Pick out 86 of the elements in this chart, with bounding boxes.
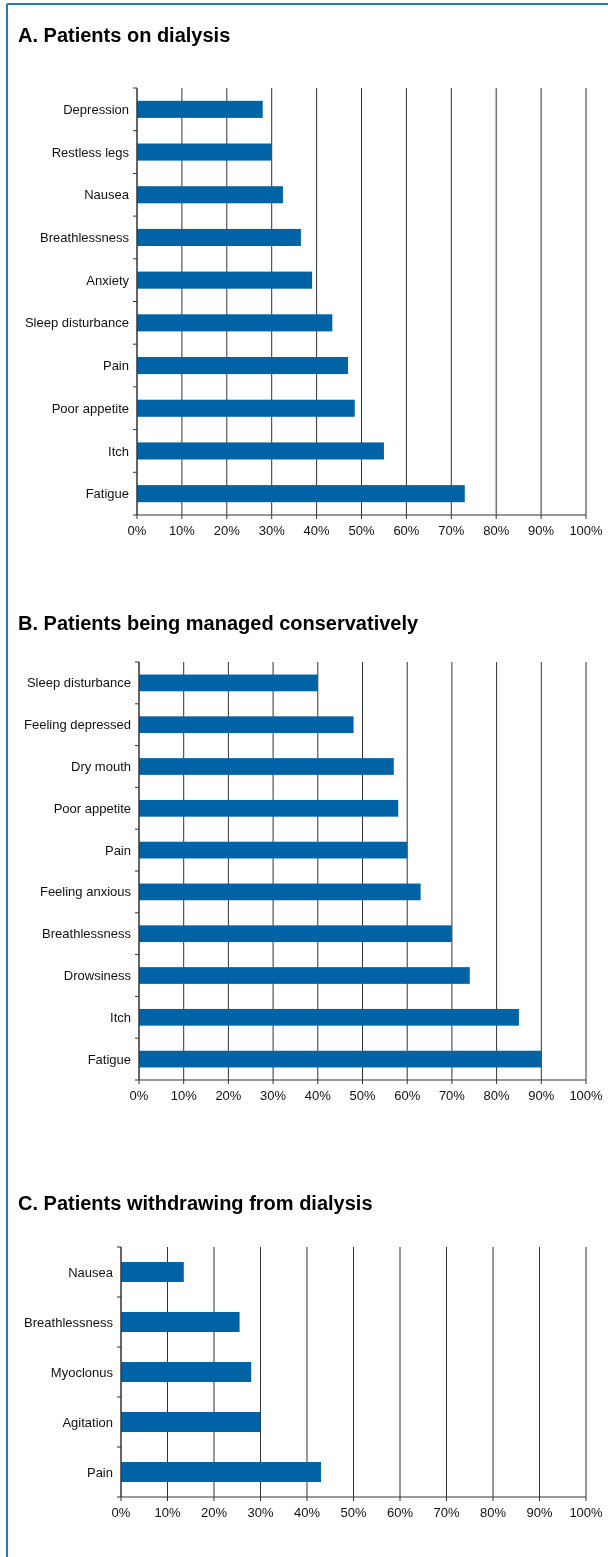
bar (139, 799, 399, 817)
bar (137, 442, 384, 460)
bar (137, 186, 283, 204)
bar (139, 967, 470, 984)
y-tick-label: Pain (102, 358, 129, 374)
bar (121, 1262, 184, 1282)
x-tick-label: 0% (111, 1505, 131, 1520)
x-tick-label: 90% (526, 1505, 553, 1520)
y-tick-label: Breathlessness (24, 1314, 114, 1330)
bar (121, 1412, 261, 1432)
y-tick-label: Pain (104, 842, 131, 858)
bar (139, 841, 408, 859)
x-tick-label: 30% (258, 523, 286, 538)
x-tick-label: 20% (200, 1505, 228, 1520)
bar (139, 674, 318, 692)
x-tick-label: 20% (215, 1088, 242, 1103)
y-tick-label: Poor appetite (53, 800, 131, 816)
x-tick-label: 90% (528, 1088, 555, 1103)
bar (121, 1312, 240, 1332)
y-tick-label: Dry mouth (71, 759, 131, 775)
bar (139, 1008, 519, 1026)
bar (139, 925, 452, 943)
bar (137, 485, 465, 503)
y-tick-label: Myoclonus (50, 1364, 114, 1380)
x-tick-label: 30% (247, 1505, 274, 1520)
y-tick-label: Fatigue (87, 1051, 131, 1067)
y-tick-label: Fatigue (85, 486, 129, 502)
x-tick-label: 10% (170, 1088, 198, 1103)
y-tick-label: Anxiety (86, 272, 130, 288)
x-tick-label: 40% (293, 1505, 321, 1520)
bar (139, 716, 354, 734)
chart-title: A. Patients on dialysis (18, 24, 231, 46)
x-tick-label: 30% (260, 1088, 287, 1103)
y-tick-label: Breathlessness (40, 230, 130, 245)
y-tick-label: Sleep disturbance (24, 315, 129, 331)
x-tick-label: 50% (340, 1505, 367, 1520)
x-tick-label: 60% (393, 523, 420, 538)
x-tick-label: 40% (303, 523, 331, 538)
x-tick-label: 70% (433, 1505, 460, 1520)
y-tick-label: Depression (63, 101, 129, 117)
bar (139, 1050, 542, 1068)
x-tick-label: 20% (213, 523, 241, 538)
bar (137, 357, 349, 375)
y-tick-label: Sleep disturbance (26, 675, 131, 691)
y-tick-label: Breathlessness (42, 926, 132, 942)
bar (121, 1362, 252, 1382)
y-tick-label: Poor appetite (51, 400, 129, 416)
y-tick-label: Restless legs (51, 144, 130, 160)
x-tick-label: 100% (569, 523, 604, 538)
x-tick-label: 80% (483, 1088, 511, 1103)
y-tick-label: Nausea (68, 1264, 114, 1280)
y-tick-label: Itch (108, 443, 129, 459)
x-tick-label: 0% (127, 523, 147, 538)
y-tick-label: Drowsiness (63, 968, 132, 984)
x-tick-label: 0% (129, 1088, 149, 1103)
bar (139, 883, 421, 901)
bar (137, 143, 272, 161)
y-tick-label: Feeling anxious (39, 884, 132, 900)
x-tick-label: 10% (168, 523, 196, 538)
y-tick-label: Feeling depressed (24, 717, 131, 733)
y-tick-label: Agitation (62, 1414, 113, 1430)
x-tick-label: 100% (569, 1088, 604, 1103)
chart-title: B. Patients being managed conservatively (18, 612, 420, 634)
bar (137, 100, 263, 118)
bar (137, 314, 333, 332)
y-tick-label: Nausea (84, 187, 130, 203)
x-tick-label: 60% (386, 1505, 414, 1520)
y-tick-label: Pain (86, 1464, 113, 1480)
x-tick-label: 80% (479, 1505, 507, 1520)
x-tick-label: 50% (349, 1088, 376, 1103)
bar (137, 271, 313, 289)
x-tick-label: 90% (528, 523, 555, 538)
x-tick-label: 70% (438, 1088, 466, 1103)
bar (139, 758, 394, 775)
x-tick-label: 10% (154, 1505, 181, 1520)
x-tick-label: 70% (438, 523, 465, 538)
x-tick-label: 100% (569, 1505, 604, 1520)
x-tick-label: 40% (304, 1088, 332, 1103)
chart-title: C. Patients withdrawing from dialysis (18, 1192, 373, 1214)
x-tick-label: 50% (348, 523, 375, 538)
bar (137, 399, 355, 417)
x-tick-label: 80% (483, 523, 510, 538)
bar (121, 1462, 321, 1482)
bar (137, 228, 301, 246)
x-tick-label: 60% (394, 1088, 421, 1103)
y-tick-label: Itch (110, 1009, 131, 1025)
